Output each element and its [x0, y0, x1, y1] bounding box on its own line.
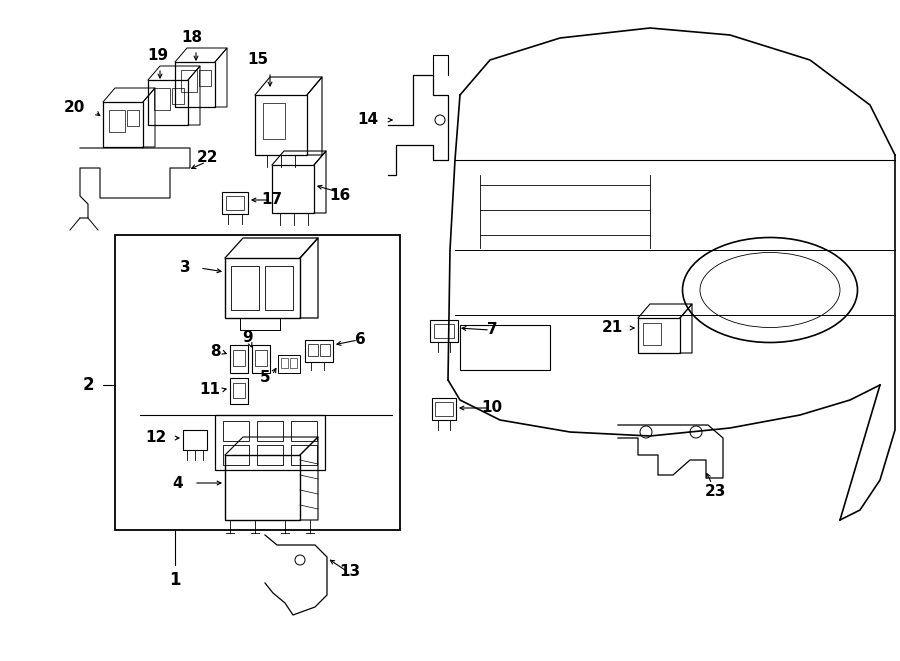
Bar — [225, 455, 300, 520]
Bar — [223, 421, 249, 441]
Text: 11: 11 — [200, 383, 220, 397]
Text: 13: 13 — [339, 564, 361, 580]
Bar — [215, 415, 325, 470]
Bar — [231, 266, 259, 310]
Text: 22: 22 — [197, 151, 219, 165]
Text: 17: 17 — [261, 192, 283, 208]
Bar — [278, 355, 300, 373]
Bar — [435, 402, 453, 416]
Bar — [638, 318, 680, 353]
Text: 8: 8 — [210, 344, 220, 360]
Text: 5: 5 — [260, 371, 270, 385]
Bar — [305, 340, 333, 362]
Bar — [148, 80, 188, 125]
Text: 12: 12 — [146, 430, 166, 446]
Bar — [183, 430, 207, 450]
Bar — [643, 323, 661, 345]
Bar — [230, 345, 248, 373]
Text: 3: 3 — [180, 260, 190, 276]
Text: 23: 23 — [705, 485, 725, 500]
Bar — [460, 325, 550, 370]
Text: 18: 18 — [182, 30, 202, 46]
Bar — [181, 70, 197, 92]
Text: 10: 10 — [482, 401, 502, 416]
Bar — [265, 266, 293, 310]
Bar — [320, 344, 330, 356]
Text: 20: 20 — [63, 100, 85, 116]
Text: 21: 21 — [601, 321, 623, 336]
Bar — [291, 421, 317, 441]
Text: 7: 7 — [487, 323, 498, 338]
Text: 14: 14 — [357, 112, 379, 128]
Text: 9: 9 — [243, 329, 253, 344]
Text: 4: 4 — [173, 475, 184, 490]
Bar — [252, 345, 270, 373]
Bar — [434, 324, 454, 338]
Bar — [272, 165, 314, 213]
Bar — [109, 110, 125, 132]
Bar — [175, 62, 215, 107]
Bar — [115, 235, 400, 530]
Bar — [230, 378, 248, 404]
Text: 19: 19 — [148, 48, 168, 63]
Bar — [103, 102, 143, 147]
Bar — [226, 196, 244, 210]
Bar — [257, 445, 283, 465]
Bar — [308, 344, 318, 356]
Bar — [290, 358, 297, 368]
Bar — [225, 258, 300, 318]
Bar — [233, 383, 245, 398]
Bar — [154, 88, 170, 110]
Bar — [199, 70, 211, 86]
Text: 1: 1 — [169, 571, 181, 589]
Text: 15: 15 — [248, 52, 268, 67]
Bar — [291, 445, 317, 465]
Bar — [430, 320, 458, 342]
Bar — [172, 88, 184, 104]
Text: 2: 2 — [82, 376, 94, 394]
Bar — [281, 358, 288, 368]
Text: 6: 6 — [355, 332, 365, 348]
Bar — [432, 398, 456, 420]
Bar — [255, 350, 267, 366]
Bar — [263, 103, 285, 139]
Bar — [127, 110, 139, 126]
Bar — [233, 350, 245, 366]
Bar — [257, 421, 283, 441]
Bar — [222, 192, 248, 214]
Text: 16: 16 — [329, 188, 351, 202]
Bar — [223, 445, 249, 465]
Bar — [255, 95, 307, 155]
